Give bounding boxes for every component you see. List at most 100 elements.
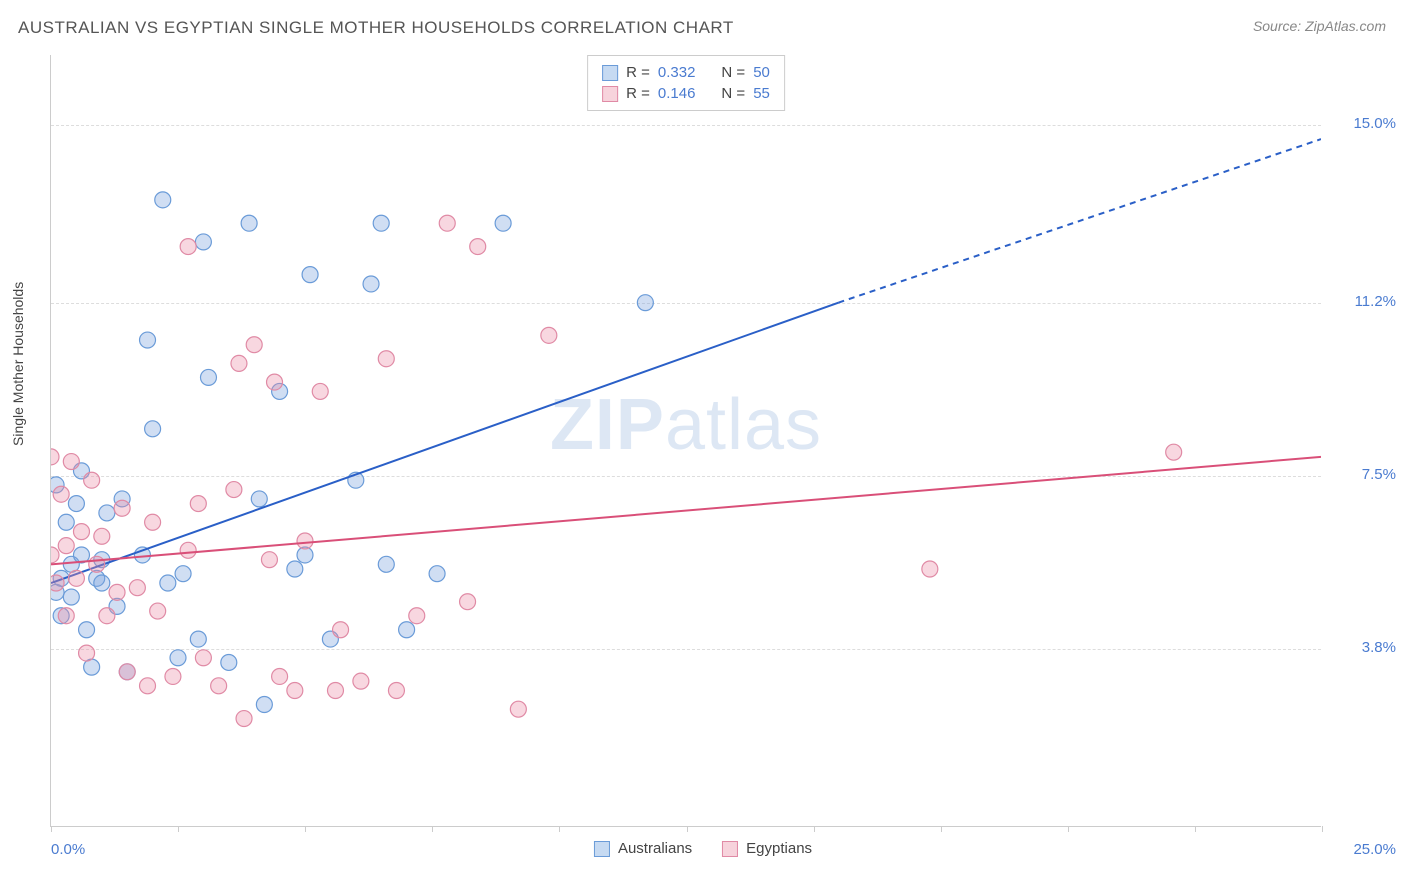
scatter-point xyxy=(378,351,394,367)
scatter-point xyxy=(58,514,74,530)
scatter-point xyxy=(68,570,84,586)
scatter-point xyxy=(114,500,130,516)
scatter-point xyxy=(145,421,161,437)
scatter-point xyxy=(109,584,125,600)
scatter-point xyxy=(541,327,557,343)
n-label: N = xyxy=(721,85,745,102)
legend-item: Egyptians xyxy=(722,840,812,857)
x-tick xyxy=(687,826,688,832)
scatter-point xyxy=(439,215,455,231)
scatter-point xyxy=(399,622,415,638)
scatter-point xyxy=(51,449,59,465)
y-axis-label: Single Mother Households xyxy=(10,282,26,446)
scatter-point xyxy=(637,295,653,311)
x-tick xyxy=(1195,826,1196,832)
legend-swatch xyxy=(602,86,618,102)
scatter-point xyxy=(256,697,272,713)
scatter-point xyxy=(1166,444,1182,460)
x-tick xyxy=(305,826,306,832)
x-tick xyxy=(432,826,433,832)
legend-series: Australians Egyptians xyxy=(594,840,812,857)
scatter-point xyxy=(460,594,476,610)
scatter-point xyxy=(51,575,64,591)
plot-svg xyxy=(51,55,1321,826)
x-tick xyxy=(51,826,52,832)
plot-area: ZIPatlas 3.8%7.5%11.2%15.0% R = 0.332 N … xyxy=(50,55,1321,827)
x-tick xyxy=(559,826,560,832)
scatter-point xyxy=(160,575,176,591)
legend-swatch xyxy=(602,65,618,81)
scatter-point xyxy=(429,566,445,582)
scatter-point xyxy=(140,678,156,694)
scatter-point xyxy=(287,683,303,699)
scatter-point xyxy=(119,664,135,680)
scatter-point xyxy=(226,482,242,498)
r-value: 0.146 xyxy=(658,85,696,102)
x-tick xyxy=(814,826,815,832)
legend-item: Australians xyxy=(594,840,692,857)
scatter-point xyxy=(221,654,237,670)
scatter-point xyxy=(272,668,288,684)
n-label: N = xyxy=(721,64,745,81)
r-value: 0.332 xyxy=(658,64,696,81)
scatter-point xyxy=(140,332,156,348)
scatter-point xyxy=(145,514,161,530)
legend-label: Egyptians xyxy=(746,840,812,857)
scatter-point xyxy=(68,496,84,512)
scatter-point xyxy=(211,678,227,694)
x-tick xyxy=(1068,826,1069,832)
scatter-point xyxy=(170,650,186,666)
scatter-point xyxy=(287,561,303,577)
n-value: 55 xyxy=(753,85,770,102)
x-tick xyxy=(178,826,179,832)
scatter-point xyxy=(94,528,110,544)
scatter-point xyxy=(58,538,74,554)
legend-swatch xyxy=(594,841,610,857)
r-label: R = xyxy=(626,64,650,81)
scatter-point xyxy=(53,486,69,502)
scatter-point xyxy=(231,355,247,371)
chart-title: AUSTRALIAN VS EGYPTIAN SINGLE MOTHER HOU… xyxy=(18,18,734,38)
scatter-point xyxy=(495,215,511,231)
source-attribution: Source: ZipAtlas.com xyxy=(1253,18,1386,34)
scatter-point xyxy=(94,575,110,591)
y-tick-label: 7.5% xyxy=(1362,466,1396,483)
scatter-point xyxy=(129,580,145,596)
scatter-point xyxy=(200,369,216,385)
scatter-point xyxy=(312,383,328,399)
scatter-point xyxy=(302,267,318,283)
y-tick-label: 11.2% xyxy=(1355,293,1396,310)
scatter-point xyxy=(922,561,938,577)
scatter-point xyxy=(84,472,100,488)
scatter-point xyxy=(79,645,95,661)
scatter-point xyxy=(89,556,105,572)
scatter-point xyxy=(175,566,191,582)
scatter-point xyxy=(99,505,115,521)
scatter-point xyxy=(363,276,379,292)
scatter-point xyxy=(241,215,257,231)
r-label: R = xyxy=(626,85,650,102)
legend-swatch xyxy=(722,841,738,857)
scatter-point xyxy=(373,215,389,231)
x-tick xyxy=(1322,826,1323,832)
correlation-chart: AUSTRALIAN VS EGYPTIAN SINGLE MOTHER HOU… xyxy=(0,0,1406,892)
scatter-point xyxy=(51,547,59,563)
scatter-point xyxy=(327,683,343,699)
scatter-point xyxy=(63,589,79,605)
scatter-point xyxy=(63,454,79,470)
trend-line xyxy=(51,457,1321,564)
scatter-point xyxy=(409,608,425,624)
scatter-point xyxy=(261,552,277,568)
scatter-point xyxy=(155,192,171,208)
legend-row: R = 0.332 N = 50 xyxy=(602,62,770,83)
x-max-label: 25.0% xyxy=(1353,841,1396,858)
x-tick xyxy=(941,826,942,832)
scatter-point xyxy=(470,239,486,255)
scatter-point xyxy=(190,496,206,512)
scatter-point xyxy=(73,524,89,540)
scatter-point xyxy=(58,608,74,624)
scatter-point xyxy=(79,622,95,638)
n-value: 50 xyxy=(753,64,770,81)
scatter-point xyxy=(267,374,283,390)
scatter-point xyxy=(388,683,404,699)
